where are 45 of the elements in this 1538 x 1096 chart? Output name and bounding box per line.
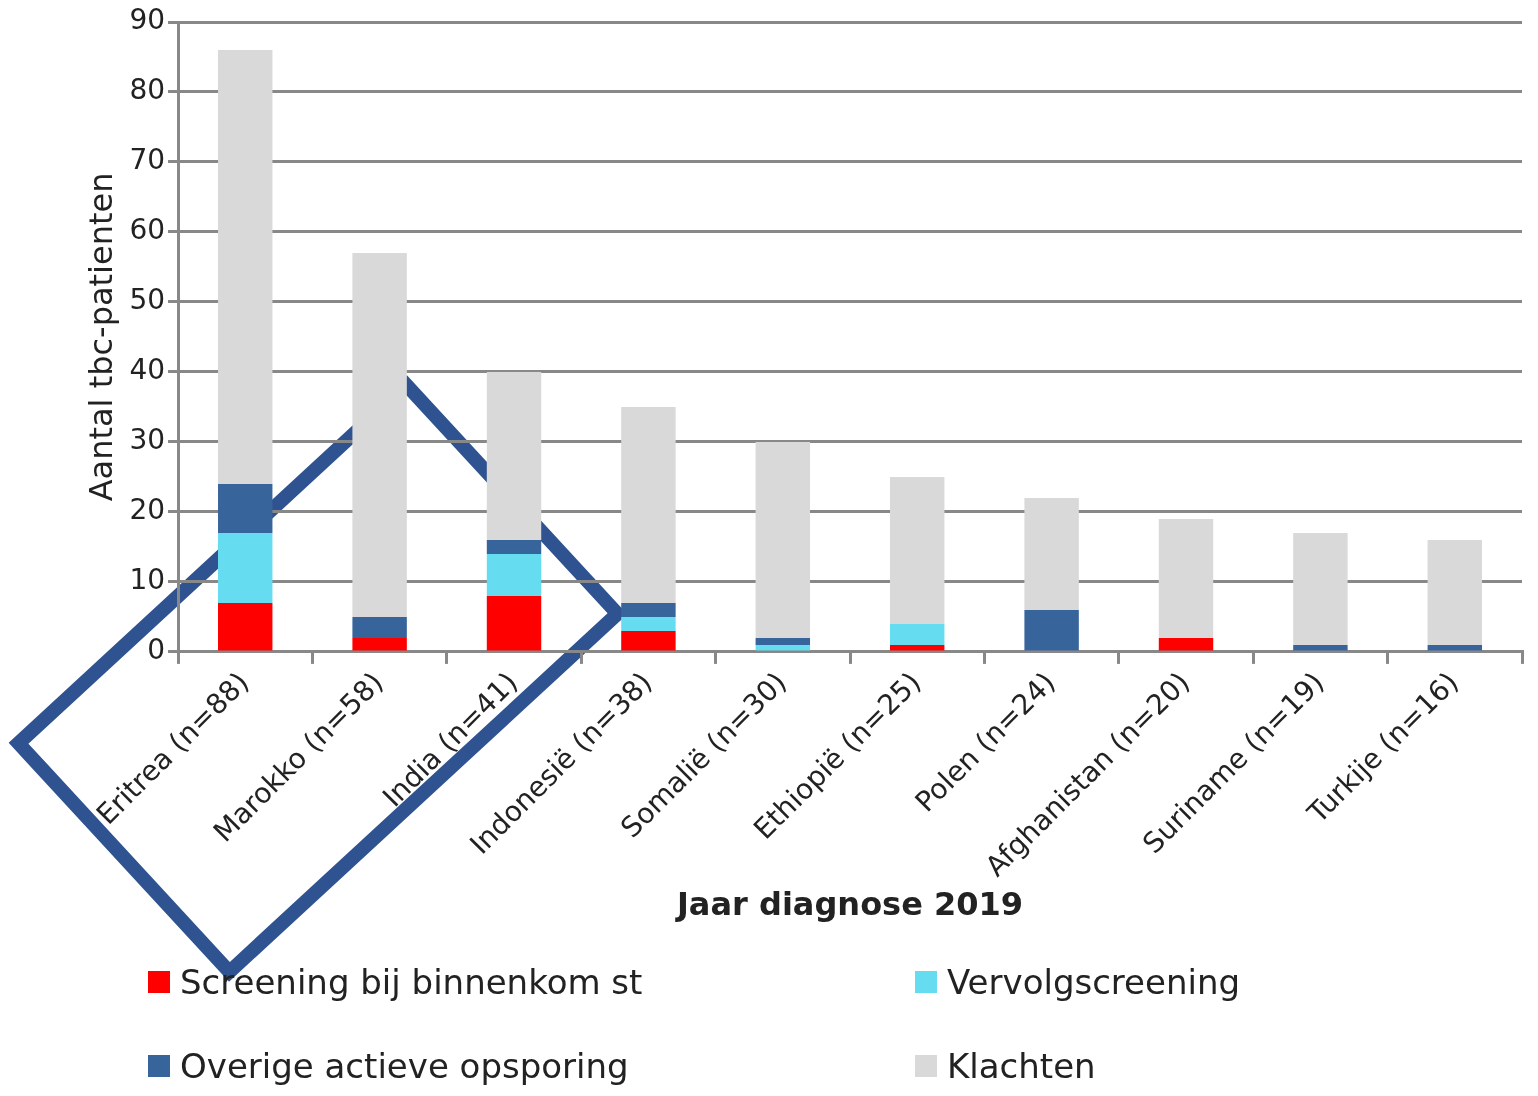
bar [621,630,676,651]
bar [621,602,676,617]
bar [1158,518,1214,638]
bar [218,532,273,603]
bar [352,637,407,651]
legend-label: Klachten [947,1046,1096,1086]
bar [352,252,407,617]
bar [621,406,676,603]
bar [755,637,811,645]
y-tick-label: 80 [129,73,166,107]
y-axis-title: Aantal tbc-patienten [81,172,120,502]
y-tick-label: 10 [129,563,166,597]
y-tick-label: 0 [147,633,166,667]
bar [621,616,676,631]
bar [755,441,811,638]
y-tick-label: 20 [129,493,166,527]
bar [1024,609,1079,651]
bar [352,616,407,638]
bar [890,476,945,624]
bar [218,483,273,533]
bar [755,644,811,651]
bar [1158,637,1214,651]
bar [486,539,542,554]
y-tick-label: 30 [129,423,166,457]
bar [890,623,945,645]
bar [218,50,273,484]
bar [1024,497,1079,610]
y-tick-label: 90 [129,3,166,37]
bar [1427,539,1483,645]
bar [1427,644,1483,651]
bar [486,553,542,596]
legend-label: Vervolgscreening [947,962,1241,1002]
bar [1293,532,1348,645]
x-axis-title: Jaar diagnose 2019 [674,885,1024,924]
bar [218,602,273,651]
legend-label: Overige actieve opsporing [180,1046,629,1086]
legend-label: Screening bij binnenkom st [180,962,643,1002]
y-tick-label: 50 [129,283,166,317]
y-tick-label: 60 [129,213,166,247]
bar [486,595,542,651]
y-tick-label: 70 [129,143,166,177]
bar [1293,644,1348,651]
bar [890,644,945,651]
y-tick-label: 40 [129,353,166,387]
bar [486,371,542,540]
